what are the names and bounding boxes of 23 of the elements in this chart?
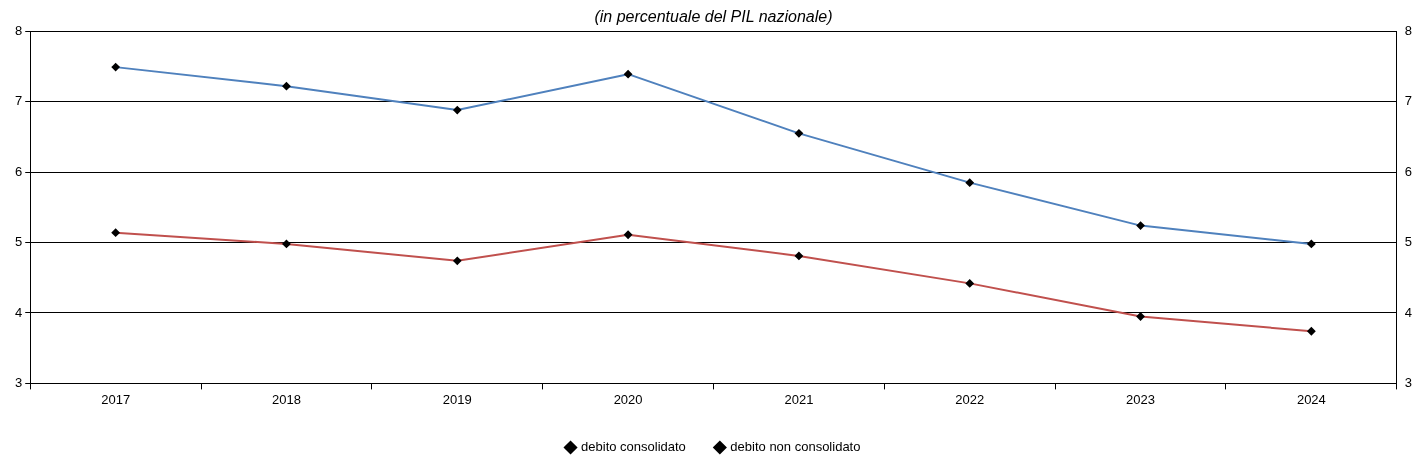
y-tick-label: 7	[15, 93, 23, 109]
x-tick-label: 2019	[442, 391, 472, 407]
y2-tick-label: 4	[1404, 304, 1412, 320]
x-tick-label: 2017	[101, 391, 131, 407]
y-tick-label: 6	[15, 163, 23, 179]
x-tick-label: 2020	[613, 391, 643, 407]
chart-subtitle: (in percentuale del PIL nazionale)	[594, 8, 833, 26]
y2-tick-label: 7	[1404, 93, 1412, 109]
legend-label: debito consolidato	[581, 439, 686, 455]
y-tick-label: 4	[15, 304, 23, 320]
y2-tick-label: 8	[1404, 22, 1412, 38]
x-tick-label: 2022	[955, 391, 985, 407]
x-tick-label: 2024	[1296, 391, 1326, 407]
y2-tick-label: 6	[1404, 163, 1412, 179]
legend-label: debito non consolidato	[730, 439, 861, 455]
x-tick-label: 2023	[1126, 391, 1155, 407]
y-tick-label: 3	[15, 374, 23, 390]
y2-tick-label: 5	[1404, 234, 1412, 250]
y-tick-label: 8	[15, 22, 23, 38]
y2-tick-label: 3	[1404, 374, 1412, 390]
x-tick-label: 2021	[784, 391, 814, 407]
y-tick-label: 5	[15, 234, 23, 250]
x-tick-label: 2018	[272, 391, 301, 407]
